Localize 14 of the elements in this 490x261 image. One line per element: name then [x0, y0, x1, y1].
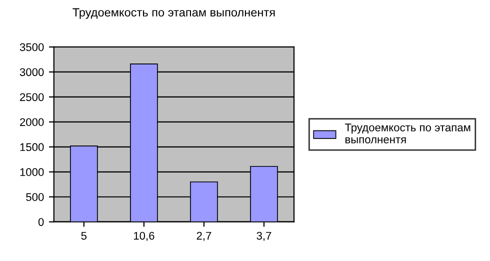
- x-tick-label: 3,7: [256, 232, 272, 242]
- y-tick-label: 3000: [20, 68, 44, 76]
- x-tick-label: 5: [81, 232, 87, 240]
- legend-label: Трудоемкость по этапам выполнентя: [344, 124, 470, 144]
- y-tick-label: 1500: [20, 143, 44, 152]
- y-tick-label: 1000: [20, 168, 44, 176]
- x-tick-label: 10,6: [134, 232, 154, 242]
- y-tick-label: 0: [38, 218, 44, 226]
- y-tick-label: 2500: [20, 93, 44, 102]
- y-tick-label: 2000: [20, 118, 44, 126]
- x-tick-label: 2,7: [196, 232, 212, 242]
- chart-title: Трудоемкость по этапам выполнентя: [72, 8, 275, 19]
- y-tick-label: 500: [26, 193, 44, 202]
- y-tick-label: 3500: [20, 43, 44, 52]
